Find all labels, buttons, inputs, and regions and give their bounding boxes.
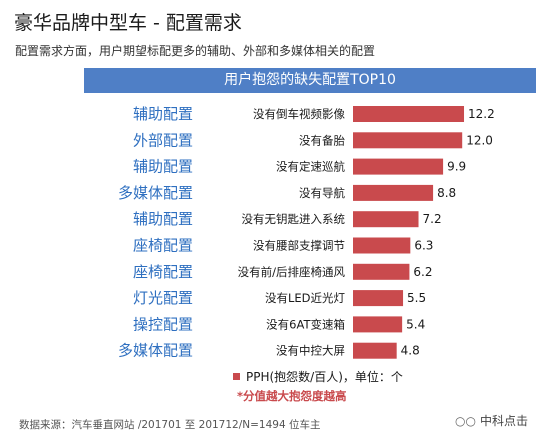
bar (353, 316, 403, 333)
bar-value-label: 9.9 (447, 160, 466, 174)
bar (353, 132, 463, 149)
wechat-icon: ○○ (455, 414, 476, 428)
category-group-label: 辅助配置 (133, 105, 193, 123)
logo-text: 中科点击 (479, 414, 528, 428)
data-source: 数据来源：汽车垂直网站 /201701 至 201712/N=1494 位车主 (19, 419, 321, 431)
bar (353, 106, 465, 122)
brand-logo: ○○ 中科点击 (455, 412, 528, 429)
legend: PPH(抱怨数/百人)，单位：个 (233, 368, 403, 385)
bar-value-label: 6.2 (413, 265, 432, 279)
bar-value-label: 4.8 (401, 344, 420, 358)
bar-category-label: 没有导航 (299, 186, 345, 200)
legend-swatch (233, 373, 240, 380)
bar (353, 158, 444, 175)
bar-value-label: 5.4 (406, 317, 425, 331)
bar-category-label: 没有无钥匙进入系统 (242, 212, 346, 226)
category-group-label: 多媒体配置 (118, 184, 193, 202)
category-group-label: 多媒体配置 (118, 342, 193, 360)
bar-value-label: 12.0 (466, 133, 493, 147)
chart-note: *分值越大抱怨度越高 (237, 389, 347, 403)
bar-category-label: 没有中控大屏 (276, 344, 345, 358)
bar-value-label: 7.2 (423, 212, 442, 226)
category-group-label: 灯光配置 (133, 289, 193, 307)
bar (353, 263, 410, 280)
bar-value-label: 6.3 (414, 239, 433, 253)
bar-value-label: 8.8 (437, 186, 456, 200)
bar-category-label: 没有6AT变速箱 (266, 317, 345, 331)
bar (353, 184, 434, 201)
page-subtitle: 配置需求方面，用户期望标配更多的辅助、外部和多媒体相关的配置 (15, 44, 376, 58)
bar-category-label: 没有倒车视频影像 (253, 107, 345, 121)
category-group-label: 外部配置 (133, 131, 193, 149)
bar-category-label: 没有腰部支撑调节 (253, 239, 345, 253)
bar-value-label: 12.2 (468, 107, 495, 121)
category-group-label: 辅助配置 (133, 210, 193, 228)
category-group-label: 辅助配置 (133, 158, 193, 176)
bar-value-label: 5.5 (407, 291, 426, 305)
bar-category-label: 没有LED近光灯 (265, 291, 346, 305)
bar (353, 290, 404, 307)
bar (353, 211, 419, 228)
page-title: 豪华品牌中型车 - 配置需求 (14, 12, 242, 34)
category-group-label: 座椅配置 (133, 237, 193, 255)
bar (353, 342, 397, 359)
category-group-label: 操控配置 (133, 315, 193, 333)
legend-label: PPH(抱怨数/百人)，单位：个 (246, 370, 403, 384)
category-group-label: 座椅配置 (133, 263, 193, 281)
bar (353, 237, 411, 254)
chart-banner: 用户抱怨的缺失配置TOP10 (84, 68, 536, 93)
bar-category-label: 没有前/后排座椅通风 (238, 265, 346, 279)
bar-category-label: 没有定速巡航 (276, 160, 345, 174)
bar-category-label: 没有备胎 (299, 133, 345, 147)
